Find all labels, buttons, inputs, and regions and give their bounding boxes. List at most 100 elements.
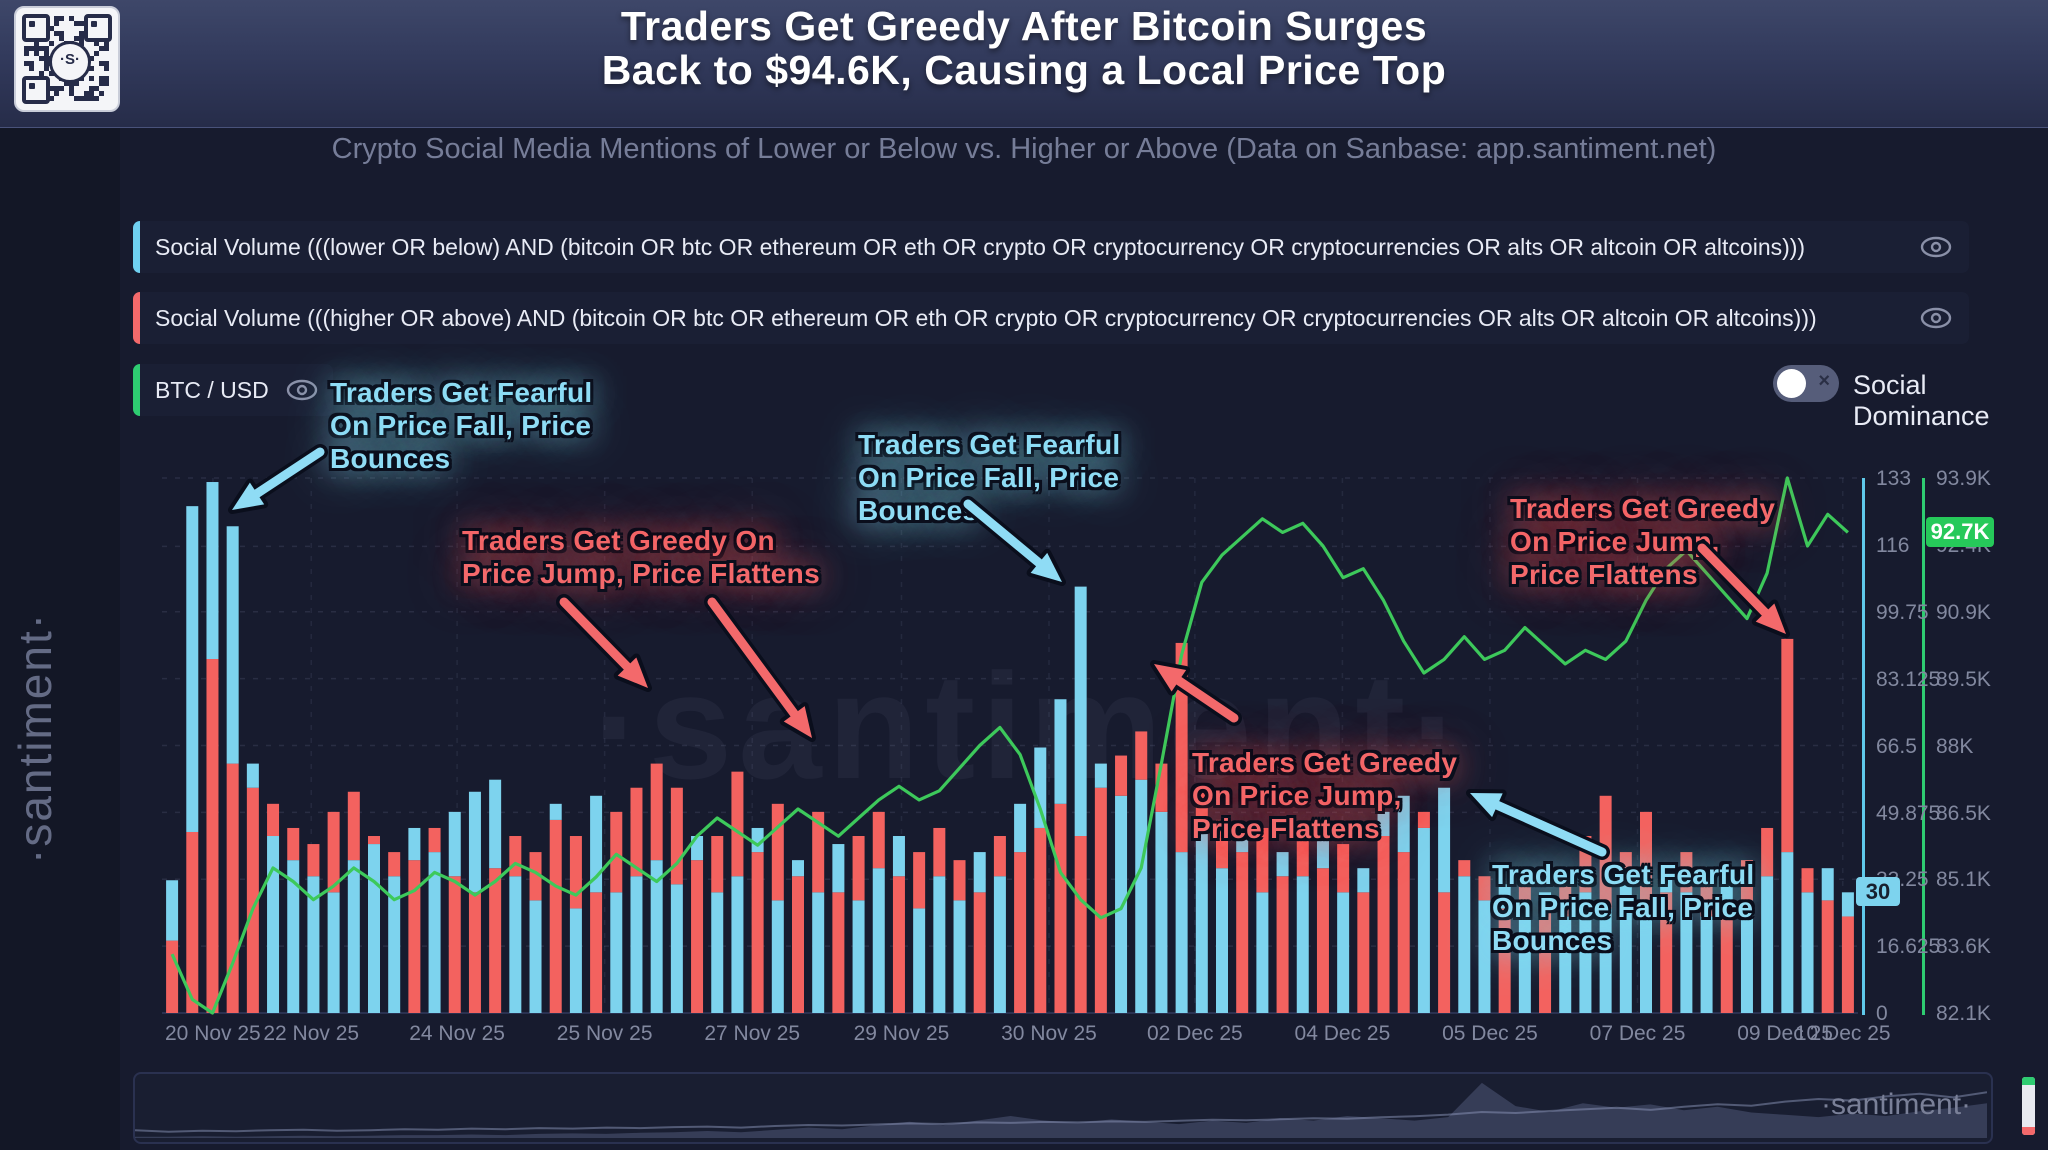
social-volume-bar xyxy=(1498,908,1511,1013)
social-volume-bar xyxy=(1074,586,1087,837)
legend-row-social-volume-lower[interactable]: Social Volume (((lower OR below) AND (bi… xyxy=(133,221,1969,273)
volume-tick-label: 16.625 xyxy=(1876,935,1941,959)
social-volume-bar xyxy=(1094,787,1107,1013)
social-volume-bar xyxy=(1216,819,1228,869)
eye-icon[interactable] xyxy=(1919,305,1953,331)
page-subtitle: Crypto Social Media Mentions of Lower or… xyxy=(331,133,1717,165)
x-tick-label: 04 Dec 25 xyxy=(1294,1022,1391,1045)
social-volume-bar xyxy=(1518,868,1531,909)
social-volume-bar xyxy=(529,900,542,1013)
volume-tick-label: 83.125 xyxy=(1876,667,1941,691)
price-tick-label: 88K xyxy=(1936,734,1974,758)
social-volume-bar xyxy=(327,811,340,893)
eye-icon[interactable] xyxy=(1919,234,1953,260)
social-volume-bar xyxy=(166,940,179,1013)
minimap-price-line xyxy=(134,1091,1988,1133)
social-volume-bar xyxy=(1841,892,1854,917)
social-volume-bar xyxy=(166,880,179,941)
social-volume-bar xyxy=(1498,884,1511,909)
social-volume-bar xyxy=(1397,852,1410,1013)
social-volume-bar xyxy=(1337,892,1350,1013)
social-volume-bar xyxy=(1276,852,1289,877)
annotation-fearful-1: Traders Get Fearful On Price Fall, Price… xyxy=(330,377,593,475)
social-volume-bar xyxy=(792,876,804,1013)
social-volume-bar xyxy=(630,876,643,1013)
social-volume-bar xyxy=(489,779,502,869)
x-tick-label: 05 Dec 25 xyxy=(1442,1022,1538,1045)
social-volume-bar xyxy=(812,811,825,893)
volume-tick-label: 66.5 xyxy=(1876,734,1917,758)
social-volume-bar xyxy=(670,884,683,1013)
social-volume-bar xyxy=(388,876,401,1013)
legend-accent-higher xyxy=(133,292,140,344)
volume-tick-label: 133 xyxy=(1876,467,1912,490)
social-volume-bar xyxy=(993,836,1006,877)
social-volume-bar xyxy=(973,852,986,893)
social-volume-bar xyxy=(1821,868,1834,901)
minimap-range-handle[interactable] xyxy=(2022,1077,2035,1135)
eye-icon[interactable] xyxy=(285,377,319,403)
social-volume-bar xyxy=(1619,852,1632,877)
x-tick-label: 27 Nov 25 xyxy=(704,1022,801,1045)
social-volume-bar xyxy=(812,892,825,1013)
social-volume-bar xyxy=(691,860,704,1013)
social-volume-bar xyxy=(1195,827,1208,1013)
social-volume-bar xyxy=(1539,892,1552,901)
social-volume-bar xyxy=(913,908,926,1013)
social-dominance-toggle[interactable]: × xyxy=(1773,365,1839,402)
social-volume-bar xyxy=(852,836,865,901)
timeline-minimap[interactable]: ·santiment· xyxy=(133,1072,1993,1144)
left-sidebar: ·santiment· xyxy=(0,128,120,1150)
social-volume-bar xyxy=(1438,787,1451,893)
volume-level-badge: 30 xyxy=(1856,877,1900,906)
toggle-knob xyxy=(1777,369,1806,398)
social-volume-bar xyxy=(1034,827,1047,1013)
social-volume-bar xyxy=(1700,876,1713,917)
social-volume-bar xyxy=(1599,908,1612,1013)
social-volume-bar xyxy=(1559,916,1572,1013)
social-volume-bar xyxy=(226,526,239,764)
social-volume-bar xyxy=(1438,892,1451,1013)
social-volume-bar xyxy=(1236,836,1249,853)
social-volume-bar xyxy=(509,836,522,877)
annotation-greedy-1: Traders Get Greedy On Price Jump, Price … xyxy=(462,525,820,590)
price-tick-label: 83.6K xyxy=(1936,935,1991,959)
btc-price-line xyxy=(170,476,1849,1015)
social-volume-bar xyxy=(388,852,401,877)
annotation-fearful-2: Traders Get Fearful On Price Fall, Price… xyxy=(858,429,1121,527)
social-volume-bar xyxy=(327,892,340,1013)
qr-finder-icon xyxy=(22,14,50,42)
price-tick-label: 89.5K xyxy=(1936,667,1991,691)
x-tick-label: 07 Dec 25 xyxy=(1589,1022,1686,1045)
volume-tick-label: 0 xyxy=(1876,1002,1888,1026)
price-tick-label: 90.9K xyxy=(1936,600,1991,624)
social-volume-bar xyxy=(246,787,259,1013)
price-tick-label: 86.5K xyxy=(1936,801,1991,825)
social-volume-bar xyxy=(1619,876,1632,1013)
social-volume-bar xyxy=(1135,779,1148,1013)
social-volume-bar xyxy=(1377,811,1390,837)
minimap-volume-area xyxy=(135,1082,1987,1138)
social-volume-bar xyxy=(368,844,380,1013)
social-volume-bar xyxy=(1357,892,1370,1013)
social-volume-bar xyxy=(186,831,199,1013)
social-volume-bar xyxy=(1761,827,1774,877)
social-volume-bar xyxy=(549,803,562,820)
social-volume-bar xyxy=(1155,811,1168,1013)
social-volume-bar xyxy=(1216,868,1228,1013)
x-tick-label: 30 Nov 25 xyxy=(1001,1022,1097,1045)
social-volume-bar xyxy=(368,836,380,845)
social-volume-bar xyxy=(1700,916,1713,1013)
legend-row-btc-usd[interactable]: BTC / USD xyxy=(133,364,333,416)
santiment-logo-icon: ·S· xyxy=(49,41,91,83)
x-tick-label: 10 Dec 25 xyxy=(1794,1022,1891,1045)
price-last-badge: 92.7K xyxy=(1926,517,1994,547)
legend-row-social-volume-higher[interactable]: Social Volume (((higher OR above) AND (b… xyxy=(133,292,1969,344)
social-volume-bar xyxy=(549,819,562,1013)
social-dominance-label: Social Dominance xyxy=(1853,370,1990,431)
social-volume-bar xyxy=(1660,892,1673,1013)
x-tick-label: 24 Nov 25 xyxy=(409,1022,505,1045)
qr-finder-icon xyxy=(84,14,112,42)
x-tick-label: 29 Nov 25 xyxy=(853,1022,950,1045)
